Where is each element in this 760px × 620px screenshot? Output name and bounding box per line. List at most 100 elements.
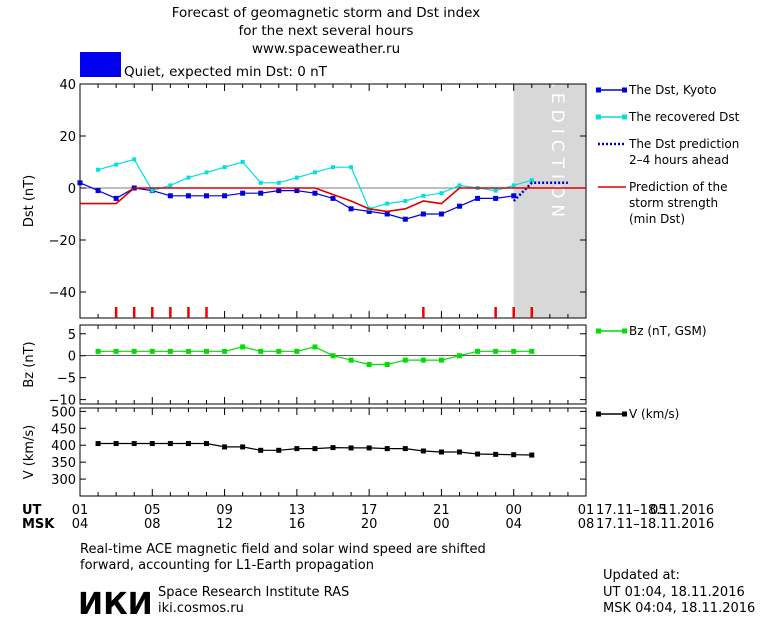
- data-point: [258, 180, 263, 185]
- data-point: [420, 357, 426, 363]
- data-point: [240, 190, 246, 196]
- data-point: [95, 348, 101, 354]
- y-tick-label: 5: [68, 328, 76, 343]
- ut-date-range: 17.11–18.11.2016: [596, 503, 714, 518]
- data-point: [258, 348, 264, 354]
- data-point: [312, 190, 318, 196]
- y-tick-label: 450: [51, 422, 76, 437]
- data-point: [150, 188, 155, 193]
- ut-tick-label: 05: [144, 503, 161, 518]
- data-point: [240, 160, 245, 164]
- legend-entry: (min Dst): [629, 212, 685, 226]
- ut-tick-label: 00: [505, 503, 522, 518]
- msk-axis-label: MSK: [22, 517, 55, 532]
- legend-entry: storm strength: [629, 196, 718, 210]
- y-tick-label: −5: [57, 372, 76, 387]
- ut-tick-label: 01: [578, 503, 595, 518]
- legend-entry: 2–4 hours ahead: [629, 153, 729, 167]
- data-point: [186, 175, 191, 180]
- legend-entry: The Dst, Kyoto: [628, 83, 716, 97]
- data-point: [421, 193, 426, 198]
- ut-tick-label: 01: [72, 503, 89, 518]
- data-point: [384, 211, 390, 217]
- ut-tick-label: 13: [289, 503, 306, 518]
- title-line-1: for the next several hours: [239, 23, 414, 39]
- y-tick-label: −20: [49, 234, 76, 249]
- legend-marker: [622, 411, 627, 417]
- y-tick-label: 0: [68, 182, 76, 197]
- data-point: [438, 211, 444, 217]
- data-point: [258, 447, 264, 453]
- data-point: [114, 162, 119, 167]
- data-point: [312, 446, 318, 452]
- legend-marker: [596, 114, 601, 120]
- data-point: [131, 348, 137, 354]
- data-point: [366, 362, 372, 367]
- msk-date-range: 17.11–18.11.2016: [596, 517, 714, 532]
- msk-tick-label: 00: [433, 517, 450, 532]
- title-line-2: www.spaceweather.ru: [252, 41, 400, 57]
- data-point: [149, 441, 155, 447]
- msk-tick-label: 08: [578, 517, 595, 532]
- data-point: [240, 444, 246, 450]
- ut-tick-label: 05: [650, 503, 667, 518]
- data-point: [402, 216, 408, 222]
- data-point: [366, 445, 372, 451]
- data-point: [366, 208, 372, 214]
- data-point: [294, 446, 300, 452]
- legend-entry: The recovered Dst: [628, 110, 740, 124]
- data-point: [384, 446, 390, 452]
- data-point: [348, 445, 354, 451]
- iki-logo: ИКИ: [78, 587, 153, 620]
- data-point: [96, 167, 101, 172]
- y-tick-label: 0: [68, 350, 76, 365]
- msk-tick-label: 12: [216, 517, 233, 532]
- legend-marker: [622, 87, 627, 93]
- y-tick-label: 40: [59, 78, 76, 93]
- y-tick-label: 300: [51, 473, 76, 488]
- data-point: [222, 444, 228, 450]
- series-line-0-1: [97, 158, 532, 210]
- y-axis-label: Bz (nT): [22, 341, 37, 387]
- data-point: [457, 183, 462, 188]
- data-point: [294, 348, 300, 354]
- data-point: [204, 348, 209, 354]
- status-color-box: [80, 52, 121, 77]
- institute-name: Space Research Institute RAS: [158, 585, 349, 600]
- panel-frame: [79, 83, 587, 319]
- data-point: [330, 353, 336, 359]
- legend-marker: [596, 87, 601, 93]
- data-point: [222, 193, 228, 199]
- footer-note-line-1: forward, accounting for L1-Earth propaga…: [80, 558, 374, 573]
- data-point: [276, 180, 281, 185]
- data-point: [511, 193, 517, 199]
- data-point: [95, 188, 101, 194]
- data-point: [113, 195, 119, 201]
- series-line-0-2: [512, 181, 568, 202]
- data-point: [330, 445, 336, 451]
- updated-label: Updated at:: [603, 568, 680, 583]
- data-point: [529, 178, 534, 183]
- data-point: [131, 441, 137, 447]
- legend-marker: [596, 328, 601, 334]
- data-point: [420, 211, 426, 217]
- data-point: [511, 183, 516, 188]
- data-point: [185, 348, 191, 354]
- y-tick-label: −10: [49, 394, 76, 409]
- data-point: [529, 452, 535, 458]
- data-point: [348, 206, 354, 212]
- y-tick-label: 20: [59, 130, 76, 145]
- panel-2: 500 450 400 350 300 V (km/s) V (km/s): [22, 405, 679, 497]
- data-point: [167, 348, 173, 354]
- legend-entry: Prediction of the: [629, 180, 728, 194]
- y-tick-label: 500: [51, 405, 76, 420]
- data-point: [294, 188, 300, 194]
- msk-tick-label: 04: [72, 517, 89, 532]
- legend-entry: The Dst prediction: [628, 137, 739, 151]
- data-point: [348, 357, 354, 363]
- data-point: [167, 193, 173, 199]
- y-tick-label: −40: [49, 286, 76, 301]
- panel-frame: [79, 324, 587, 405]
- data-point: [420, 448, 426, 454]
